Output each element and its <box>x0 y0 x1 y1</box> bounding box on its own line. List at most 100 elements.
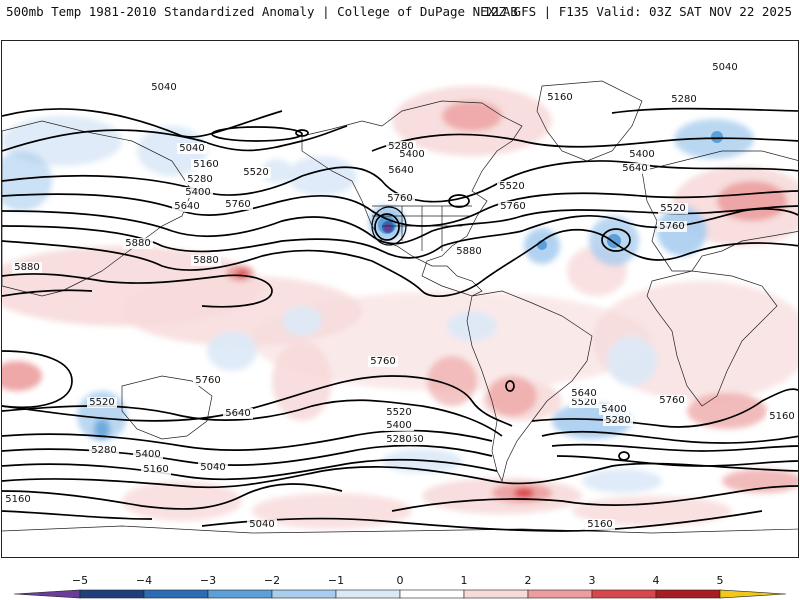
contour-label: 5040 <box>712 62 737 73</box>
contour-label: 5520 <box>386 407 411 418</box>
contour-label: 5880 <box>193 255 218 266</box>
contour-label: 5160 <box>5 494 30 505</box>
contour-label: 5520 <box>499 181 524 192</box>
colorbar-segment <box>591 589 657 599</box>
contour-label-bg <box>627 149 657 160</box>
contour-label: 5400 <box>185 187 210 198</box>
colorbar-segment <box>207 589 273 599</box>
colorbar-tick-label: −5 <box>72 574 88 587</box>
contour-label: 5040 <box>200 462 225 473</box>
contour-label-bg <box>12 262 42 273</box>
contour-label: 5400 <box>386 420 411 431</box>
contour-label: 5160 <box>769 411 794 422</box>
colorbar-tick-label: 3 <box>589 574 596 587</box>
contour-label-bg <box>384 420 414 431</box>
contour-label-bg <box>569 388 599 399</box>
contour-label: 5280 <box>671 94 696 105</box>
colorbar-tick-label: −3 <box>200 574 216 587</box>
contour-label-bg <box>669 94 699 105</box>
contour-label-bg <box>191 159 221 170</box>
contour-label: 5880 <box>456 246 481 257</box>
contour-label-bg <box>657 395 687 406</box>
colorbar-tick-labels: −5 −4 −3 −2 −1 0 1 2 3 4 5 <box>72 574 724 587</box>
contour-label-bg <box>603 415 633 426</box>
contour-label: 5760 <box>659 221 684 232</box>
contour-label: 5400 <box>601 404 626 415</box>
contour-label-bg <box>185 174 215 185</box>
contour-label: 5280 <box>605 415 630 426</box>
contour-label: 5760 <box>195 375 220 386</box>
contour-label: 5520 <box>660 203 685 214</box>
contour-label: 5040 <box>151 82 176 93</box>
contour-label-bg <box>89 445 119 456</box>
contour-label-bg <box>386 165 416 176</box>
colorbar-tick-label: 5 <box>717 574 724 587</box>
contour-label: 5880 <box>14 262 39 273</box>
map-panel[interactable]: 5040 5040 5160 5280 5400 5520 5640 5760 5880 5880… <box>1 40 799 558</box>
contour-label-bg <box>247 519 277 530</box>
contour-label-bg <box>3 494 33 505</box>
contour-label: 5160 <box>193 159 218 170</box>
contour-label-bg <box>368 356 398 367</box>
contour-label: 5760 <box>387 193 412 204</box>
contour-label: 5760 <box>500 201 525 212</box>
contour-label-bg <box>223 408 253 419</box>
anomaly-colorbar: −5 −4 −3 −2 −1 0 1 2 3 4 5 <box>13 574 787 599</box>
colorbar-segments <box>13 589 787 599</box>
contour-label-bg <box>183 187 213 198</box>
contour-label-bg <box>658 203 688 214</box>
contour-label: 5640 <box>571 388 596 399</box>
contour-label-bg <box>497 181 527 192</box>
contour-label: 5040 <box>249 519 274 530</box>
contour-label-bg <box>385 193 415 204</box>
contour-label-bg <box>191 255 221 266</box>
colorbar-tick-label: 1 <box>461 574 468 587</box>
colorbar-segment <box>463 589 529 599</box>
contour-label-bg <box>198 462 228 473</box>
contour-label: 5040 <box>179 143 204 154</box>
colorbar-tick-label: −2 <box>264 574 280 587</box>
contour-label: 5640 <box>225 408 250 419</box>
contour-label-bg <box>710 62 740 73</box>
colorbar-segment <box>399 589 465 599</box>
contour-label-bg <box>87 397 117 408</box>
colorbar-segment <box>143 589 209 599</box>
colorbar-segment <box>527 589 593 599</box>
contour-label-bg <box>141 464 171 475</box>
colorbar-tick-label: −1 <box>328 574 344 587</box>
contour-label: 5520 <box>243 167 268 178</box>
contour-label: 5400 <box>629 149 654 160</box>
contour-label: 5760 <box>225 199 250 210</box>
contour-label-bg <box>384 434 414 445</box>
colorbar-segment <box>271 589 337 599</box>
contour-label-bg <box>657 221 687 232</box>
colorbar-segment <box>13 589 81 599</box>
contour-label-bg <box>133 449 163 460</box>
contour-label: 5160 <box>587 519 612 530</box>
colorbar-tick-label: 2 <box>525 574 532 587</box>
contour-label-bg <box>177 143 207 154</box>
contour-label: 5280 <box>91 445 116 456</box>
contour-label-bg <box>599 404 629 415</box>
contour-label: 5520 <box>571 397 596 408</box>
colorbar-segment <box>79 589 145 599</box>
contour-label: 5880 <box>125 238 150 249</box>
contour-label-bg <box>193 375 223 386</box>
contour-label-bg <box>149 82 179 93</box>
contour-label-bg <box>498 201 528 212</box>
contour-label: 5640 <box>622 163 647 174</box>
contour-label-bg <box>620 163 650 174</box>
contour-label-bg <box>386 141 416 152</box>
contour-label: 5640 <box>388 165 413 176</box>
contour-label: 5760 <box>659 395 684 406</box>
contour-label: 5400 <box>135 449 160 460</box>
contour-label-bg <box>545 92 575 103</box>
model-run-info: 12Z GFS | F135 Valid: 03Z SAT NOV 22 202… <box>483 4 792 19</box>
contour-label: 5160 <box>547 92 572 103</box>
contour-label-bg <box>223 199 253 210</box>
contour-label-bg <box>569 397 599 408</box>
colorbar-tick-label: 4 <box>653 574 660 587</box>
contour-label: 5640 <box>174 201 199 212</box>
contour-label: 5400 <box>399 149 424 160</box>
